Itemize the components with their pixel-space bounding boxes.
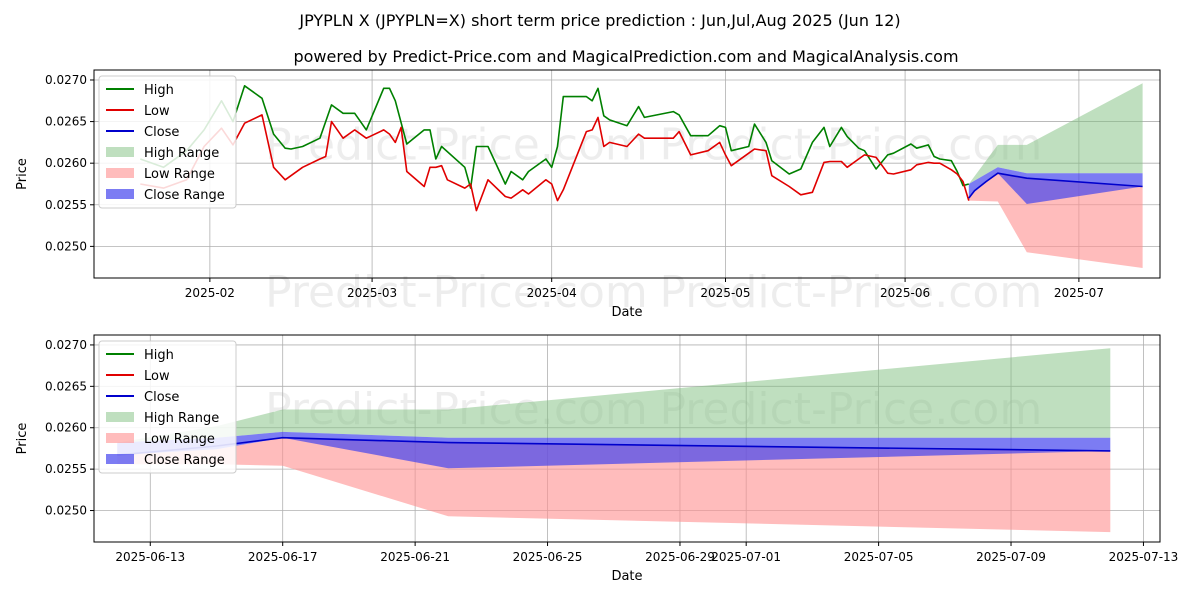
legend-swatch-close-range (106, 189, 134, 199)
x-tick-label: 2025-06-29 (645, 550, 715, 564)
x-tick-label: 2025-06 (880, 286, 930, 300)
watermark: Predict-Price.com (265, 267, 648, 318)
y-tick-label: 0.0255 (45, 198, 87, 212)
plot-frame (93, 69, 1161, 279)
y-tick-label: 0.0270 (45, 73, 87, 87)
x-tick-label: 2025-07 (1054, 286, 1104, 300)
x-tick-label: 2025-05 (700, 286, 750, 300)
plot-frame (93, 334, 1161, 543)
legend-label-low-range: Low Range (144, 167, 215, 182)
y-axis-label: Price (15, 158, 30, 190)
legend-swatch-close-range (106, 454, 134, 464)
watermark: Predict-Price.com (659, 119, 1042, 170)
x-axis-label: Date (611, 569, 642, 584)
legend-swatch-high-range (106, 147, 134, 157)
legend: High Low Close High Range Low Range Close Ran… (98, 340, 237, 474)
y-tick-label: 0.0260 (45, 421, 87, 435)
legend-label-close-range: Close Range (144, 453, 225, 468)
legend-swatch-low-range (106, 433, 134, 443)
legend-swatch-low-range (106, 168, 134, 178)
y-tick-label: 0.0265 (45, 115, 87, 129)
high-range-band (117, 348, 1111, 443)
legend-label-low: Low (144, 369, 170, 384)
y-axis-label: Price (15, 423, 30, 455)
legend-label-high: High (144, 348, 174, 363)
x-tick-label: 2025-06-17 (248, 550, 318, 564)
legend-swatch-high-range (106, 412, 134, 422)
chart-title: JPYPLN X (JPYPLN=X) short term price pre… (298, 11, 900, 30)
legend-label-high: High (144, 83, 174, 98)
x-tick-label: 2025-06-13 (115, 550, 185, 564)
y-tick-label: 0.0250 (45, 504, 87, 518)
close-range-band (117, 431, 1111, 469)
x-tick-label: 2025-03 (347, 286, 397, 300)
x-tick-label: 2025-04 (527, 286, 577, 300)
chart-subtitle: powered by Predict-Price.com and Magical… (293, 47, 958, 66)
x-tick-label: 2025-06-25 (513, 550, 583, 564)
x-tick-label: 2025-06-21 (380, 550, 450, 564)
low-price-line (140, 114, 970, 212)
forecast-chart-panel: Predict-Price.comPredict-Price.com0.0250… (15, 334, 1179, 584)
watermark: Predict-Price.com (265, 119, 648, 170)
close-price-line (968, 172, 1143, 199)
y-tick-label: 0.0260 (45, 156, 87, 170)
legend-label-close: Close (144, 390, 179, 405)
x-tick-label: 2025-07-13 (1109, 550, 1179, 564)
y-tick-label: 0.0250 (45, 239, 87, 253)
watermark: Predict-Price.com (659, 267, 1042, 318)
legend-label-high-range: High Range (144, 146, 219, 161)
y-tick-label: 0.0255 (45, 462, 87, 476)
legend-label-high-range: High Range (144, 411, 219, 426)
y-tick-label: 0.0265 (45, 379, 87, 393)
x-tick-label: 2025-02 (185, 286, 235, 300)
x-tick-label: 2025-07-05 (844, 550, 914, 564)
y-tick-label: 0.0270 (45, 338, 87, 352)
legend-label-low: Low (144, 104, 170, 119)
low-range-band (117, 437, 1111, 533)
low-range-band (968, 173, 1143, 268)
x-axis-label: Date (611, 305, 642, 320)
legend: High Low Close High Range Low Range Close Ran… (98, 75, 237, 209)
legend-label-low-range: Low Range (144, 432, 215, 447)
high-range-band (968, 83, 1143, 184)
x-tick-label: 2025-07-01 (711, 550, 781, 564)
legend-label-close-range: Close Range (144, 188, 225, 203)
history-chart-panel: Predict-Price.com Predict-Price.comPredic… (15, 69, 1161, 320)
x-tick-label: 2025-07-09 (976, 550, 1046, 564)
legend-label-close: Close (144, 125, 179, 140)
high-price-line (140, 85, 970, 189)
